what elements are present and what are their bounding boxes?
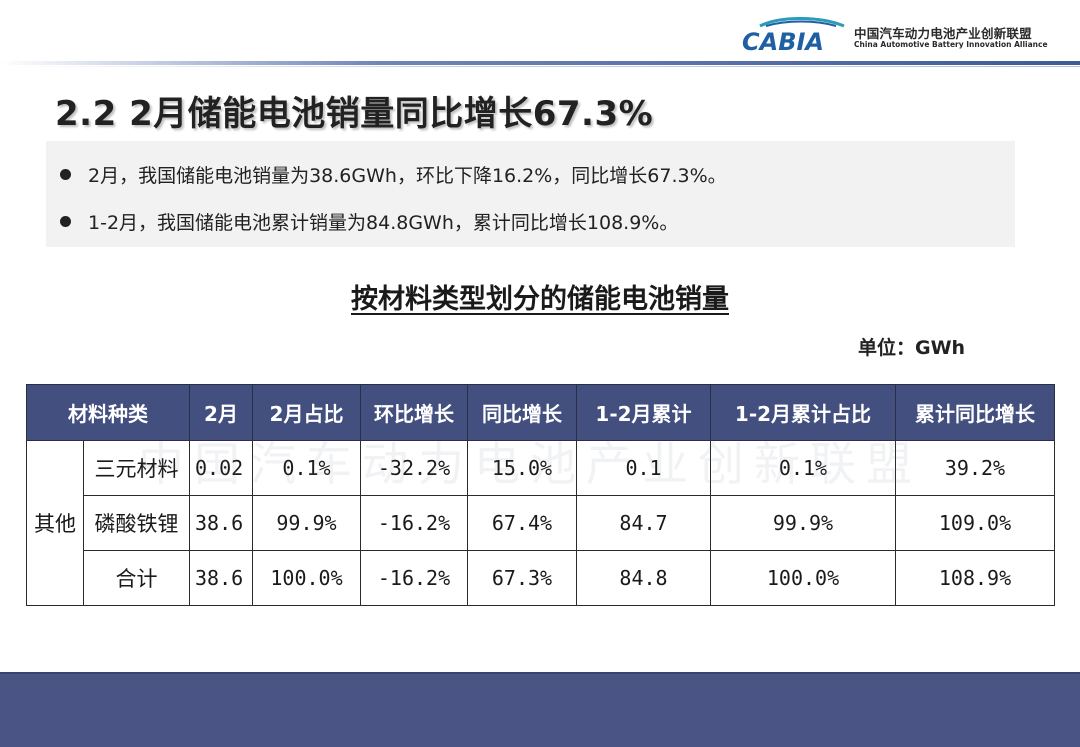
table-title: 按材料类型划分的储能电池销量 — [0, 277, 1080, 316]
logo-wordmark: CABIA — [742, 28, 824, 54]
table-row: 其他 三元材料 0.02 0.1% -32.2% 15.0% 0.1 0.1% … — [26, 440, 1055, 606]
table-cell: 100.0% — [252, 550, 361, 606]
footer-band — [0, 672, 1080, 747]
group-label: 其他 — [26, 440, 84, 606]
bullet-dot-icon — [60, 169, 71, 180]
sales-table: 材料种类 2月 2月占比 环比增长 同比增长 1-2月累计 1-2月累计占比 累… — [26, 384, 1055, 606]
summary-bullet: 1-2月，我国储能电池累计销量为84.8GWh，累计同比增长108.9%。 — [60, 208, 678, 235]
header-divider — [0, 61, 1080, 65]
header-divider-thin — [0, 66, 1080, 67]
slide-title: 2.2 2月储能电池销量同比增长67.3% — [55, 94, 654, 134]
col-header-feb: 2月 — [189, 384, 253, 441]
col-header-ytd-yoy: 累计同比增长 — [895, 384, 1055, 441]
col-header-material: 材料种类 — [26, 384, 190, 441]
col-header-yoy: 同比增长 — [467, 384, 577, 441]
table-cell: 67.4% — [467, 495, 577, 551]
row-label: 磷酸铁锂 — [83, 495, 190, 551]
col-header-ytd: 1-2月累计 — [576, 384, 711, 441]
table-cell: 84.8 — [576, 550, 711, 606]
table-cell: 15.0% — [467, 440, 577, 496]
table-cell: -16.2% — [360, 495, 468, 551]
bullet-dot-icon — [60, 216, 71, 227]
row-label: 合计 — [83, 550, 190, 606]
table-cell: 0.1% — [710, 440, 896, 496]
cabia-logo: CABIA 中国汽车动力电池产业创新联盟 China Automotive Ba… — [738, 14, 1048, 54]
table-row: 磷酸铁锂 38.6 99.9% -16.2% 67.4% 84.7 99.9% … — [27, 495, 1055, 551]
table-cell: 108.9% — [895, 550, 1055, 606]
summary-bullet: 2月，我国储能电池销量为38.6GWh，环比下降16.2%，同比增长67.3%。 — [60, 161, 727, 188]
table-cell: 100.0% — [710, 550, 896, 606]
cabia-logo-mark: CABIA — [742, 17, 845, 54]
table-cell: 109.0% — [895, 495, 1055, 551]
col-header-ytd-share: 1-2月累计占比 — [710, 384, 896, 441]
table-title-text: 按材料类型划分的储能电池销量 — [351, 284, 729, 315]
table-cell: -32.2% — [360, 440, 468, 496]
table-cell: 84.7 — [576, 495, 711, 551]
org-name-cn: 中国汽车动力电池产业创新联盟 — [854, 26, 1032, 41]
table-cell: 0.1 — [576, 440, 711, 496]
table-cell: 0.02 — [189, 440, 253, 496]
table-header-row: 材料种类 2月 2月占比 环比增长 同比增长 1-2月累计 1-2月累计占比 累… — [26, 384, 1055, 441]
row-label: 三元材料 — [83, 440, 190, 496]
table-row: 合计 38.6 100.0% -16.2% 67.3% 84.8 100.0% … — [27, 550, 1055, 606]
table-cell: -16.2% — [360, 550, 468, 606]
summary-box: 2月，我国储能电池销量为38.6GWh，环比下降16.2%，同比增长67.3%。… — [46, 141, 1015, 247]
table-cell: 99.9% — [252, 495, 361, 551]
table-cell: 38.6 — [189, 495, 253, 551]
table-cell: 0.1% — [252, 440, 361, 496]
table-cell: 39.2% — [895, 440, 1055, 496]
table-cell: 38.6 — [189, 550, 253, 606]
col-header-feb-share: 2月占比 — [252, 384, 361, 441]
table-cell: 99.9% — [710, 495, 896, 551]
org-name-en: China Automotive Battery Innovation Alli… — [854, 40, 1048, 49]
summary-bullet-text: 2月，我国储能电池销量为38.6GWh，环比下降16.2%，同比增长67.3%。 — [88, 165, 727, 187]
table-cell: 67.3% — [467, 550, 577, 606]
summary-bullet-text: 1-2月，我国储能电池累计销量为84.8GWh，累计同比增长108.9%。 — [88, 212, 679, 234]
unit-label: 单位：GWh — [858, 337, 966, 359]
col-header-mom: 环比增长 — [360, 384, 468, 441]
